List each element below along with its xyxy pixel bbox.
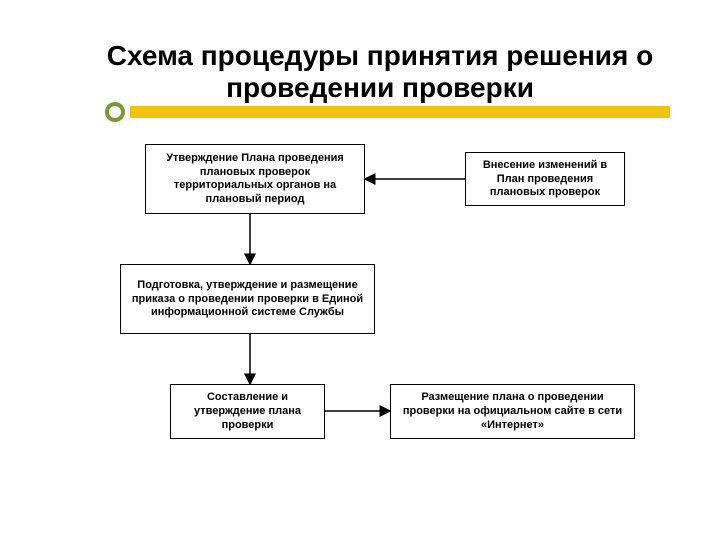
node-n4: Составление и утверждение плана проверки: [170, 384, 325, 439]
slide: Схема процедуры принятия решения о прове…: [0, 0, 720, 540]
node-n2: Внесение изменений в План проведения пла…: [465, 152, 625, 206]
flowchart: Утверждение Плана проведения плановых пр…: [50, 134, 670, 494]
node-n3: Подготовка, утверждение и размещение при…: [120, 264, 375, 334]
title-underline: [130, 106, 670, 118]
node-n5: Размещение плана о проведении проверки н…: [390, 384, 635, 439]
bullet-icon: [105, 102, 125, 122]
node-n1: Утверждение Плана проведения плановых пр…: [145, 144, 365, 214]
page-title: Схема процедуры принятия решения о прове…: [50, 40, 670, 104]
title-area: Схема процедуры принятия решения о прове…: [50, 40, 670, 104]
